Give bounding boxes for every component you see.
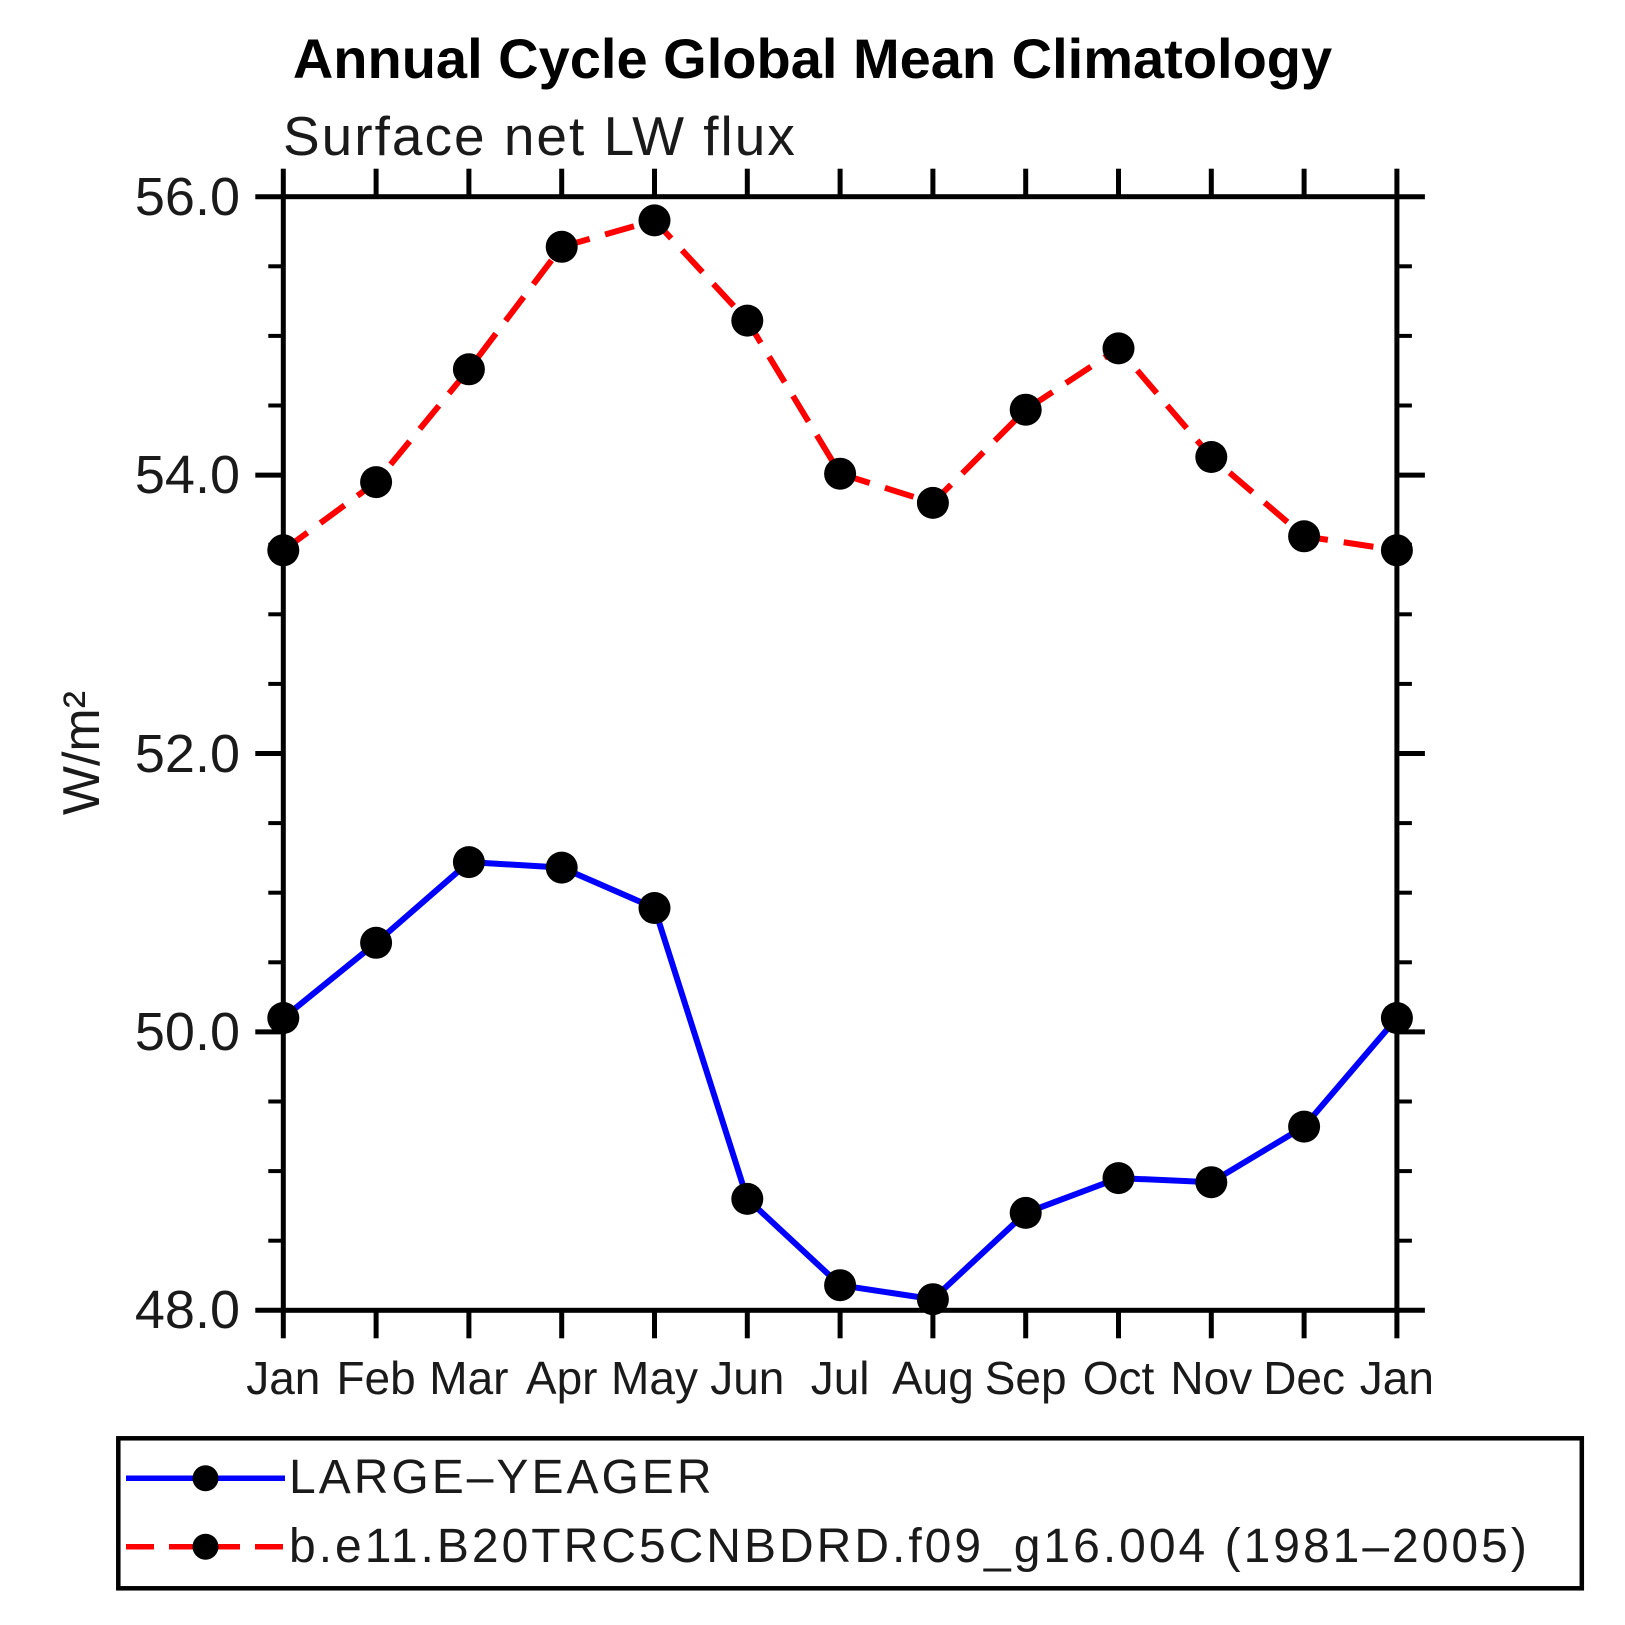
data-point-marker — [452, 846, 485, 879]
data-point-marker — [638, 204, 671, 237]
plot-frame — [280, 194, 1400, 1313]
data-point-marker — [1102, 1162, 1135, 1195]
x-tick-label: Jan — [1359, 1352, 1434, 1404]
legend-sample-marker — [192, 1465, 219, 1492]
data-point-marker — [731, 1182, 764, 1215]
data-point-marker — [267, 534, 300, 567]
x-tick-label: Dec — [1263, 1352, 1345, 1404]
page-title: Annual Cycle Global Mean Climatology — [292, 27, 1333, 90]
y-tick-label: 56.0 — [134, 166, 240, 227]
data-point-marker — [1009, 1196, 1042, 1229]
data-point-marker — [1288, 520, 1321, 553]
legend-label-large-yeager: LARGE–YEAGER — [289, 1451, 715, 1504]
data-point-marker — [545, 851, 578, 884]
data-point-marker — [1195, 441, 1228, 473]
x-tick-label: Feb — [336, 1352, 416, 1404]
x-tick-label: May — [611, 1352, 698, 1404]
data-point-marker — [545, 230, 578, 263]
x-tick-label: Oct — [1082, 1352, 1155, 1404]
x-tick-label: Apr — [525, 1352, 598, 1404]
data-point-marker — [1195, 1166, 1228, 1199]
series-line-large-yeager — [281, 859, 1400, 1303]
data-point-marker — [731, 304, 764, 337]
y-tick-label: 52.0 — [134, 723, 240, 784]
x-tick-label: Nov — [1170, 1352, 1253, 1404]
data-point-marker — [916, 486, 949, 519]
data-point-marker — [1288, 1110, 1321, 1143]
data-point-marker — [452, 353, 485, 386]
x-tick-label: Jan — [246, 1352, 321, 1404]
data-point-marker — [824, 457, 857, 490]
y-tick-label: 48.0 — [134, 1280, 240, 1341]
legend-sample-marker — [192, 1533, 219, 1560]
x-tick-label: Jun — [710, 1352, 785, 1404]
data-point-marker — [1380, 1002, 1413, 1034]
series-line-model-run — [281, 217, 1398, 554]
plot-subtitle: Surface net LW flux — [283, 105, 797, 167]
x-tick-label: Sep — [984, 1352, 1067, 1404]
x-tick-label: Jul — [810, 1352, 870, 1404]
data-point-marker — [360, 466, 393, 499]
x-tick-label: Aug — [891, 1352, 974, 1404]
data-point-marker — [1380, 534, 1413, 567]
data-point-marker — [1102, 332, 1135, 365]
y-tick-label: 50.0 — [134, 1001, 240, 1062]
legend-label-model-run: b.e11.B20TRC5CNBDRD.f09_g16.004 (1981–20… — [289, 1520, 1530, 1573]
data-point-marker — [267, 1002, 300, 1034]
data-point-marker — [916, 1283, 949, 1316]
data-point-marker — [1009, 393, 1042, 426]
data-point-marker — [638, 892, 671, 924]
legend-box — [116, 1436, 1585, 1591]
data-point-marker — [824, 1269, 857, 1302]
x-tick-label: Mar — [429, 1352, 509, 1404]
y-tick-label: 54.0 — [134, 445, 240, 506]
data-point-marker — [360, 926, 393, 959]
